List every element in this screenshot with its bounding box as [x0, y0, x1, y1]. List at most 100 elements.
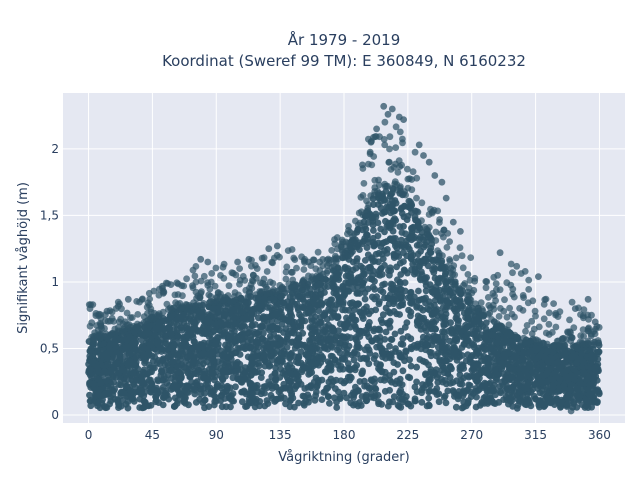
- scatter-point: [390, 368, 398, 376]
- scatter-point: [224, 296, 232, 304]
- scatter-point: [387, 236, 395, 244]
- scatter-point: [401, 243, 408, 251]
- scatter-point: [362, 393, 370, 401]
- scatter-point: [364, 251, 372, 259]
- scatter-point: [248, 309, 256, 317]
- scatter-point: [254, 388, 261, 396]
- scatter-point: [584, 375, 591, 383]
- scatter-point: [355, 330, 363, 338]
- scatter-point: [162, 335, 170, 343]
- scatter-point: [408, 200, 415, 208]
- scatter-point: [458, 252, 466, 260]
- scatter-point: [100, 402, 108, 410]
- scatter-point: [402, 230, 409, 238]
- scatter-point: [407, 254, 415, 262]
- scatter-point: [143, 370, 151, 378]
- scatter-point: [413, 378, 420, 386]
- scatter-point: [544, 347, 551, 355]
- scatter-point: [386, 351, 394, 359]
- scatter-point: [341, 263, 349, 271]
- scatter-point: [584, 339, 592, 347]
- scatter-point: [427, 368, 434, 376]
- scatter-point: [595, 348, 603, 356]
- scatter-point: [238, 322, 246, 330]
- scatter-point: [453, 356, 461, 364]
- scatter-point: [257, 323, 264, 331]
- scatter-point: [138, 296, 146, 303]
- scatter-point: [239, 308, 246, 316]
- scatter-point: [440, 226, 448, 234]
- scatter-point: [241, 364, 249, 371]
- scatter-point: [97, 351, 105, 359]
- scatter-point: [191, 272, 199, 280]
- scatter-point: [193, 294, 200, 302]
- scatter-point: [291, 323, 299, 331]
- scatter-point: [338, 247, 346, 254]
- scatter-point: [174, 369, 182, 376]
- scatter-point: [199, 350, 207, 357]
- scatter-point: [431, 301, 438, 309]
- scatter-point: [404, 373, 412, 381]
- scatter-point: [224, 346, 232, 354]
- scatter-point: [371, 277, 378, 285]
- scatter-point: [472, 388, 479, 395]
- scatter-point: [124, 404, 132, 412]
- scatter-point: [380, 102, 388, 110]
- scatter-point: [232, 383, 239, 391]
- scatter-point: [357, 355, 365, 363]
- scatter-point: [503, 360, 511, 368]
- y-tick-label: 2: [51, 142, 59, 156]
- scatter-point: [456, 244, 464, 252]
- scatter-point: [87, 396, 95, 404]
- scatter-point: [261, 383, 269, 390]
- scatter-point: [371, 379, 378, 386]
- scatter-point: [334, 346, 341, 354]
- scatter-point: [431, 265, 439, 273]
- scatter-point: [353, 255, 361, 262]
- scatter-point: [405, 400, 413, 408]
- scatter-point: [391, 330, 399, 338]
- scatter-point: [373, 125, 380, 133]
- scatter-point: [337, 332, 345, 340]
- scatter-point: [363, 231, 371, 239]
- scatter-point: [389, 227, 397, 235]
- scatter-point: [524, 299, 532, 307]
- scatter-point: [272, 396, 280, 404]
- scatter-point: [409, 223, 417, 231]
- scatter-point: [131, 339, 139, 347]
- scatter-point: [319, 334, 327, 342]
- scatter-point: [497, 305, 504, 312]
- scatter-point: [244, 374, 252, 382]
- scatter-point: [90, 380, 97, 387]
- scatter-point: [590, 370, 598, 378]
- scatter-point: [441, 392, 449, 400]
- scatter-point: [192, 263, 200, 270]
- scatter-point: [556, 341, 563, 349]
- scatter-point: [396, 223, 404, 231]
- scatter-point: [517, 270, 525, 277]
- scatter-point: [174, 333, 182, 340]
- scatter-point: [280, 380, 288, 388]
- scatter-point: [200, 375, 208, 382]
- scatter-point: [329, 353, 336, 360]
- scatter-point: [269, 280, 277, 287]
- scatter-point: [207, 389, 215, 396]
- scatter-point: [567, 381, 575, 389]
- scatter-point: [261, 337, 269, 345]
- scatter-point: [232, 368, 240, 376]
- scatter-point: [415, 141, 423, 149]
- scatter-point: [336, 268, 343, 276]
- scatter-point: [442, 278, 449, 286]
- scatter-point: [449, 271, 457, 278]
- scatter-point: [442, 333, 449, 341]
- scatter-point: [393, 377, 401, 385]
- scatter-point: [236, 351, 244, 358]
- scatter-point: [385, 158, 393, 166]
- scatter-point: [447, 319, 454, 327]
- scatter-point: [399, 298, 406, 306]
- scatter-point: [258, 369, 266, 376]
- scatter-point: [298, 366, 306, 374]
- scatter-point: [119, 389, 126, 397]
- scatter-point: [397, 271, 405, 278]
- scatter-point: [252, 339, 260, 347]
